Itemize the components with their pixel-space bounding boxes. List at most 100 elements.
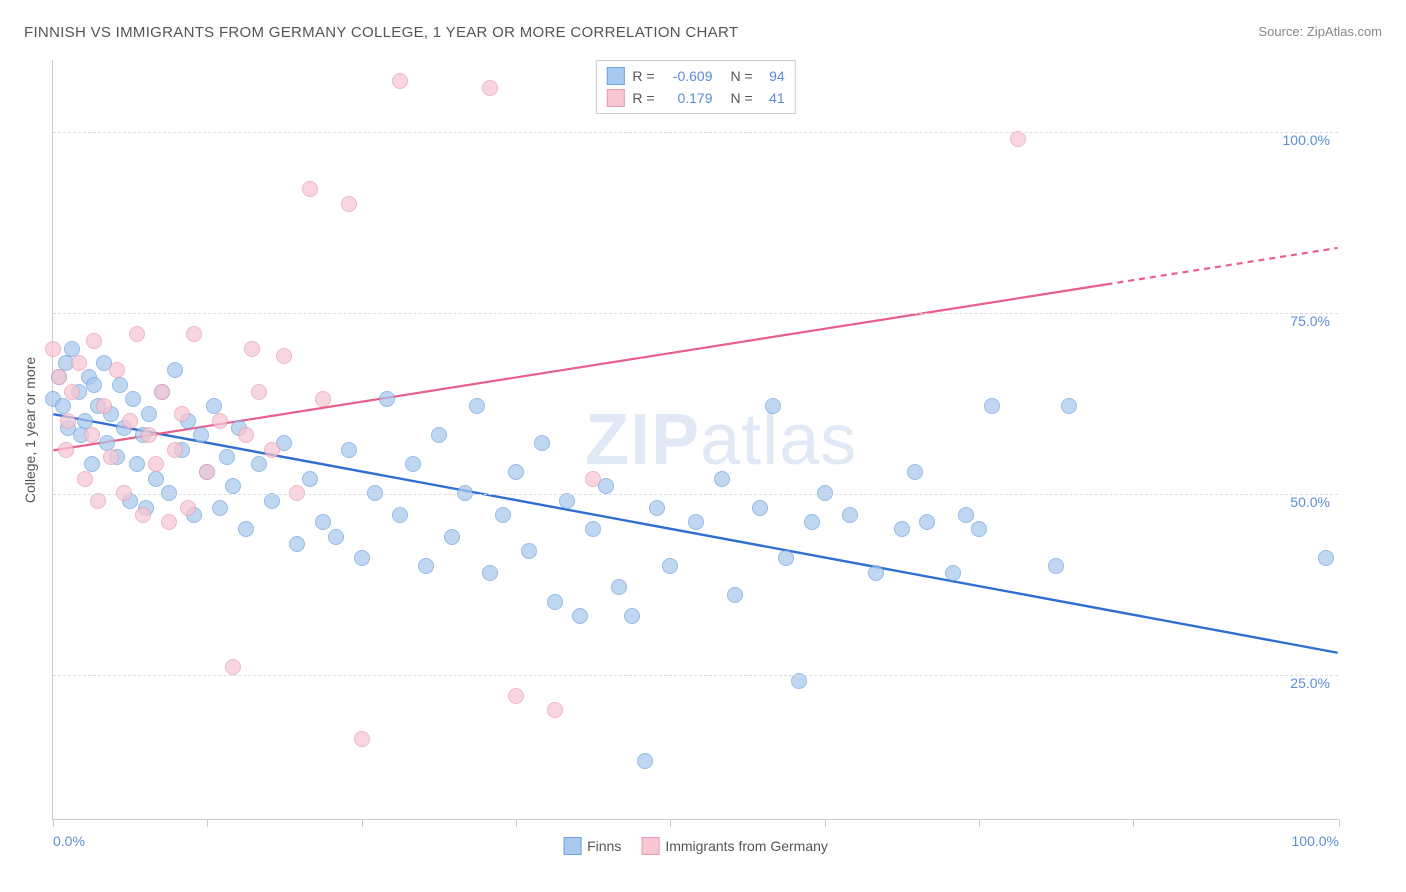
scatter-point-finns xyxy=(624,608,640,624)
scatter-point-finns xyxy=(547,594,563,610)
legend-label: Immigrants from Germany xyxy=(665,838,828,854)
scatter-point-germany xyxy=(64,384,80,400)
scatter-point-germany xyxy=(86,333,102,349)
scatter-point-finns xyxy=(112,377,128,393)
chart-source: Source: ZipAtlas.com xyxy=(1258,24,1382,39)
scatter-point-finns xyxy=(238,521,254,537)
gridline xyxy=(53,313,1338,314)
x-tick xyxy=(979,819,980,827)
scatter-point-finns xyxy=(251,456,267,472)
x-tick xyxy=(207,819,208,827)
scatter-point-germany xyxy=(161,514,177,530)
scatter-point-finns xyxy=(945,565,961,581)
x-tick xyxy=(53,819,54,827)
y-axis-label: College, 1 year or more xyxy=(22,357,38,503)
stats-row-finns: R =-0.609N =94 xyxy=(606,65,784,87)
scatter-point-finns xyxy=(688,514,704,530)
scatter-point-finns xyxy=(572,608,588,624)
scatter-point-germany xyxy=(154,384,170,400)
scatter-point-germany xyxy=(148,456,164,472)
scatter-point-germany xyxy=(51,369,67,385)
gridline xyxy=(53,132,1338,133)
scatter-point-germany xyxy=(225,659,241,675)
scatter-point-finns xyxy=(752,500,768,516)
scatter-point-finns xyxy=(1061,398,1077,414)
scatter-point-finns xyxy=(1318,550,1334,566)
stat-r-label: R = xyxy=(632,87,654,109)
scatter-point-finns xyxy=(354,550,370,566)
scatter-point-finns xyxy=(379,391,395,407)
scatter-point-germany xyxy=(129,326,145,342)
swatch-finns xyxy=(563,837,581,855)
scatter-point-finns xyxy=(508,464,524,480)
scatter-point-finns xyxy=(662,558,678,574)
scatter-point-finns xyxy=(125,391,141,407)
scatter-point-finns xyxy=(649,500,665,516)
gridline xyxy=(53,675,1338,676)
legend-item-germany: Immigrants from Germany xyxy=(641,837,828,855)
scatter-point-finns xyxy=(225,478,241,494)
y-tick-label: 75.0% xyxy=(1290,313,1330,329)
scatter-point-finns xyxy=(971,521,987,537)
scatter-point-germany xyxy=(264,442,280,458)
scatter-point-germany xyxy=(392,73,408,89)
stat-r-value: -0.609 xyxy=(663,65,713,87)
scatter-point-finns xyxy=(842,507,858,523)
scatter-point-finns xyxy=(727,587,743,603)
scatter-point-finns xyxy=(341,442,357,458)
scatter-point-finns xyxy=(444,529,460,545)
x-tick xyxy=(362,819,363,827)
scatter-point-finns xyxy=(765,398,781,414)
scatter-point-germany xyxy=(251,384,267,400)
stat-n-label: N = xyxy=(731,87,753,109)
scatter-point-finns xyxy=(99,435,115,451)
legend-item-finns: Finns xyxy=(563,837,621,855)
stat-r-value: 0.179 xyxy=(663,87,713,109)
scatter-point-finns xyxy=(585,521,601,537)
scatter-point-finns xyxy=(418,558,434,574)
scatter-point-finns xyxy=(804,514,820,530)
x-tick xyxy=(825,819,826,827)
scatter-point-germany xyxy=(341,196,357,212)
scatter-point-finns xyxy=(714,471,730,487)
scatter-point-finns xyxy=(193,427,209,443)
scatter-point-germany xyxy=(77,471,93,487)
swatch-germany xyxy=(606,89,624,107)
scatter-point-finns xyxy=(315,514,331,530)
scatter-point-finns xyxy=(778,550,794,566)
scatter-point-germany xyxy=(186,326,202,342)
chart-title: FINNISH VS IMMIGRANTS FROM GERMANY COLLE… xyxy=(24,24,738,41)
scatter-point-finns xyxy=(328,529,344,545)
plot-area: ZIPatlas R =-0.609N =94R =0.179N =41 Fin… xyxy=(52,60,1338,820)
scatter-point-germany xyxy=(547,702,563,718)
y-tick-label: 100.0% xyxy=(1283,132,1330,148)
scatter-point-germany xyxy=(135,507,151,523)
scatter-point-germany xyxy=(276,348,292,364)
scatter-point-finns xyxy=(392,507,408,523)
scatter-point-germany xyxy=(244,341,260,357)
swatch-finns xyxy=(606,67,624,85)
scatter-point-germany xyxy=(238,427,254,443)
scatter-point-germany xyxy=(315,391,331,407)
x-tick xyxy=(1339,819,1340,827)
legend-label: Finns xyxy=(587,838,621,854)
stat-n-value: 41 xyxy=(761,87,785,109)
scatter-point-finns xyxy=(958,507,974,523)
scatter-point-finns xyxy=(289,536,305,552)
scatter-point-finns xyxy=(611,579,627,595)
scatter-point-germany xyxy=(103,449,119,465)
scatter-point-finns xyxy=(405,456,421,472)
scatter-point-finns xyxy=(302,471,318,487)
scatter-point-finns xyxy=(129,456,145,472)
x-tick xyxy=(670,819,671,827)
x-tick-label: 0.0% xyxy=(53,833,85,849)
trend-line-germany-dashed xyxy=(1106,248,1337,284)
scatter-point-finns xyxy=(167,362,183,378)
scatter-point-germany xyxy=(302,181,318,197)
scatter-point-finns xyxy=(495,507,511,523)
scatter-point-germany xyxy=(212,413,228,429)
scatter-point-germany xyxy=(482,80,498,96)
scatter-point-germany xyxy=(354,731,370,747)
scatter-point-finns xyxy=(907,464,923,480)
scatter-point-finns xyxy=(212,500,228,516)
